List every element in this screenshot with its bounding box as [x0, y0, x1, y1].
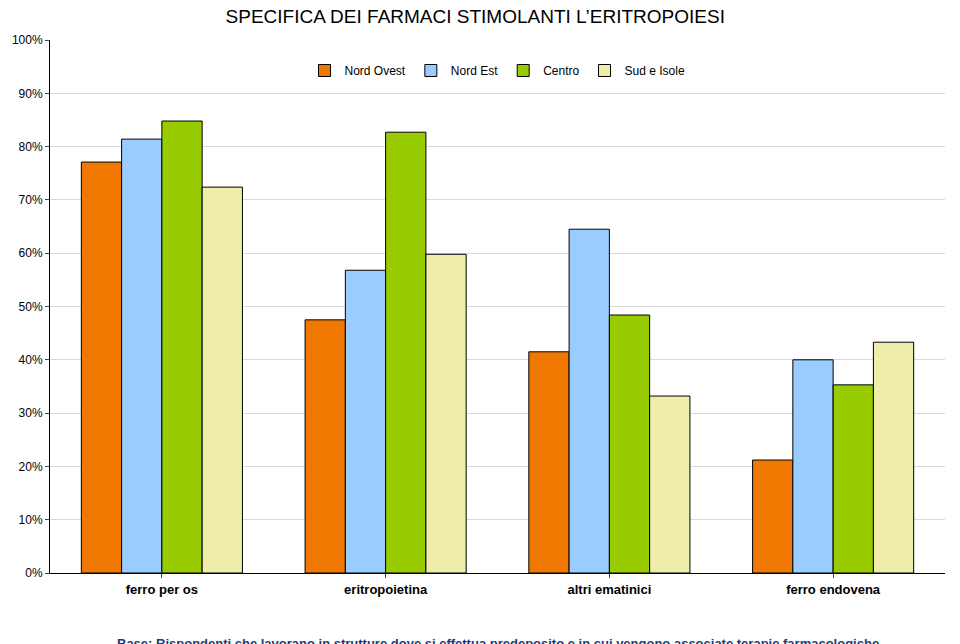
- svg-text:Base: Rispondenti che lavorano: Base: Rispondenti che lavorano in strutt…: [117, 636, 879, 644]
- svg-text:40%: 40%: [19, 353, 43, 367]
- svg-text:60%: 60%: [19, 246, 43, 260]
- svg-text:100%: 100%: [12, 33, 43, 47]
- svg-text:Nord Est: Nord Est: [451, 64, 498, 78]
- svg-text:Nord Ovest: Nord Ovest: [345, 64, 406, 78]
- svg-text:30%: 30%: [19, 406, 43, 420]
- svg-text:ferro per os: ferro per os: [126, 582, 198, 597]
- svg-text:Sud e Isole: Sud e Isole: [625, 64, 685, 78]
- svg-text:70%: 70%: [19, 193, 43, 207]
- svg-text:eritropoietina: eritropoietina: [344, 582, 428, 597]
- svg-text:ferro endovena: ferro endovena: [786, 582, 881, 597]
- svg-text:SPECIFICA DEI FARMACI STIMOLAN: SPECIFICA DEI FARMACI STIMOLANTI L’ERITR…: [226, 6, 725, 27]
- svg-text:80%: 80%: [19, 140, 43, 154]
- svg-text:10%: 10%: [19, 513, 43, 527]
- svg-text:50%: 50%: [19, 300, 43, 314]
- svg-text:20%: 20%: [19, 460, 43, 474]
- svg-text:0%: 0%: [25, 566, 43, 580]
- svg-text:90%: 90%: [19, 87, 43, 101]
- svg-text:altri ematinici: altri ematinici: [567, 582, 651, 597]
- svg-text:Centro: Centro: [543, 64, 579, 78]
